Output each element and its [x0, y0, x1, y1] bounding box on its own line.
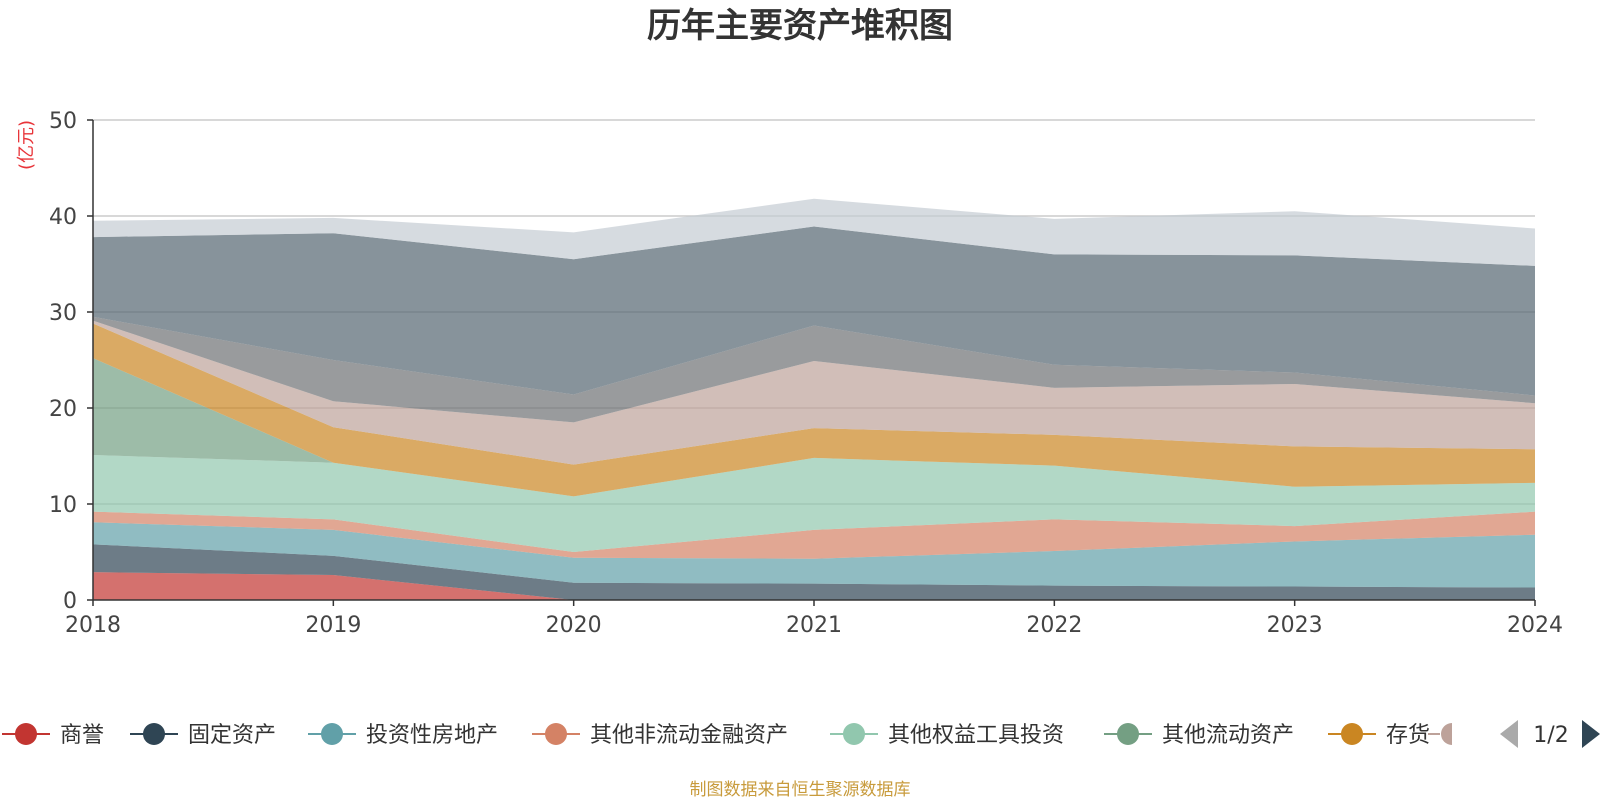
legend-label: 存货 — [1386, 723, 1430, 748]
legend-item-5[interactable]: 其他流动资产 — [1104, 723, 1294, 748]
y-tick-label: 0 — [63, 589, 77, 614]
area-series-9 — [93, 226, 1535, 396]
area-series-6 — [93, 323, 1535, 497]
legend-circle-icon — [143, 723, 165, 745]
legend-item-4[interactable]: 其他权益工具投资 — [830, 723, 1064, 748]
legend-page-indicator: 1/2 — [1533, 723, 1568, 748]
x-tick-label: 2020 — [546, 613, 602, 638]
area-series-4 — [93, 455, 1535, 552]
legend-prev-page-icon[interactable] — [1500, 720, 1518, 748]
legend-circle-icon — [1341, 723, 1363, 745]
area-series-0 — [93, 572, 1535, 600]
area-series-3 — [93, 511, 1535, 559]
axes: 0 10 20 30 40 50 2018 2019 2020 2021 2022 2023 2024 — [49, 109, 1563, 638]
y-tick-label: 30 — [49, 301, 77, 326]
legend-circle-icon — [545, 723, 567, 745]
x-tick-label: 2021 — [786, 613, 842, 638]
area-series-7 — [93, 320, 1535, 465]
legend-item-0[interactable]: 商誉 — [2, 723, 104, 748]
area-series-1 — [93, 544, 1535, 600]
legend-circle-icon — [15, 723, 37, 745]
x-tick-label: 2024 — [1507, 613, 1563, 638]
legend-label: 固定资产 — [188, 723, 276, 748]
area-series-8 — [93, 316, 1535, 423]
y-tick-label: 50 — [49, 109, 77, 134]
y-axis-unit-label: (亿元) — [16, 120, 37, 170]
legend-item-partial[interactable] — [1428, 723, 1452, 745]
x-tick-label: 2023 — [1267, 613, 1323, 638]
chart-title: 历年主要资产堆积图 — [647, 6, 953, 46]
legend-label: 其他权益工具投资 — [888, 723, 1064, 748]
x-tick-label: 2018 — [65, 613, 121, 638]
legend-circle-icon — [321, 723, 343, 745]
y-tick-label: 20 — [49, 397, 77, 422]
legend-circle-icon — [843, 723, 865, 745]
legend-item-2[interactable]: 投资性房地产 — [308, 723, 498, 748]
x-tick-label: 2019 — [305, 613, 361, 638]
legend-item-6[interactable]: 存货 — [1328, 723, 1430, 748]
area-series-2 — [93, 522, 1535, 588]
x-tick-label: 2022 — [1026, 613, 1082, 638]
legend-item-3[interactable]: 其他非流动金融资产 — [532, 723, 788, 748]
y-tick-label: 40 — [49, 205, 77, 230]
legend-item-1[interactable]: 固定资产 — [130, 723, 276, 748]
legend-label: 投资性房地产 — [366, 723, 498, 748]
legend[interactable]: 商誉 固定资产 投资性房地产 其他非流动金融资产 其他权益工具投资 其他流动资产 存货 1/2 — [2, 720, 1600, 748]
legend-label: 其他非流动金融资产 — [590, 723, 788, 748]
legend-next-page-icon[interactable] — [1582, 720, 1600, 748]
data-source-note: 制图数据来自恒生聚源数据库 — [690, 780, 911, 800]
legend-circle-icon — [1117, 723, 1139, 745]
area-series-10 — [93, 198, 1535, 266]
legend-label: 商誉 — [60, 723, 104, 748]
legend-label: 其他流动资产 — [1162, 723, 1294, 748]
area-series-group — [93, 198, 1535, 600]
legend-circle-icon — [1441, 723, 1452, 745]
y-tick-label: 10 — [49, 493, 77, 518]
